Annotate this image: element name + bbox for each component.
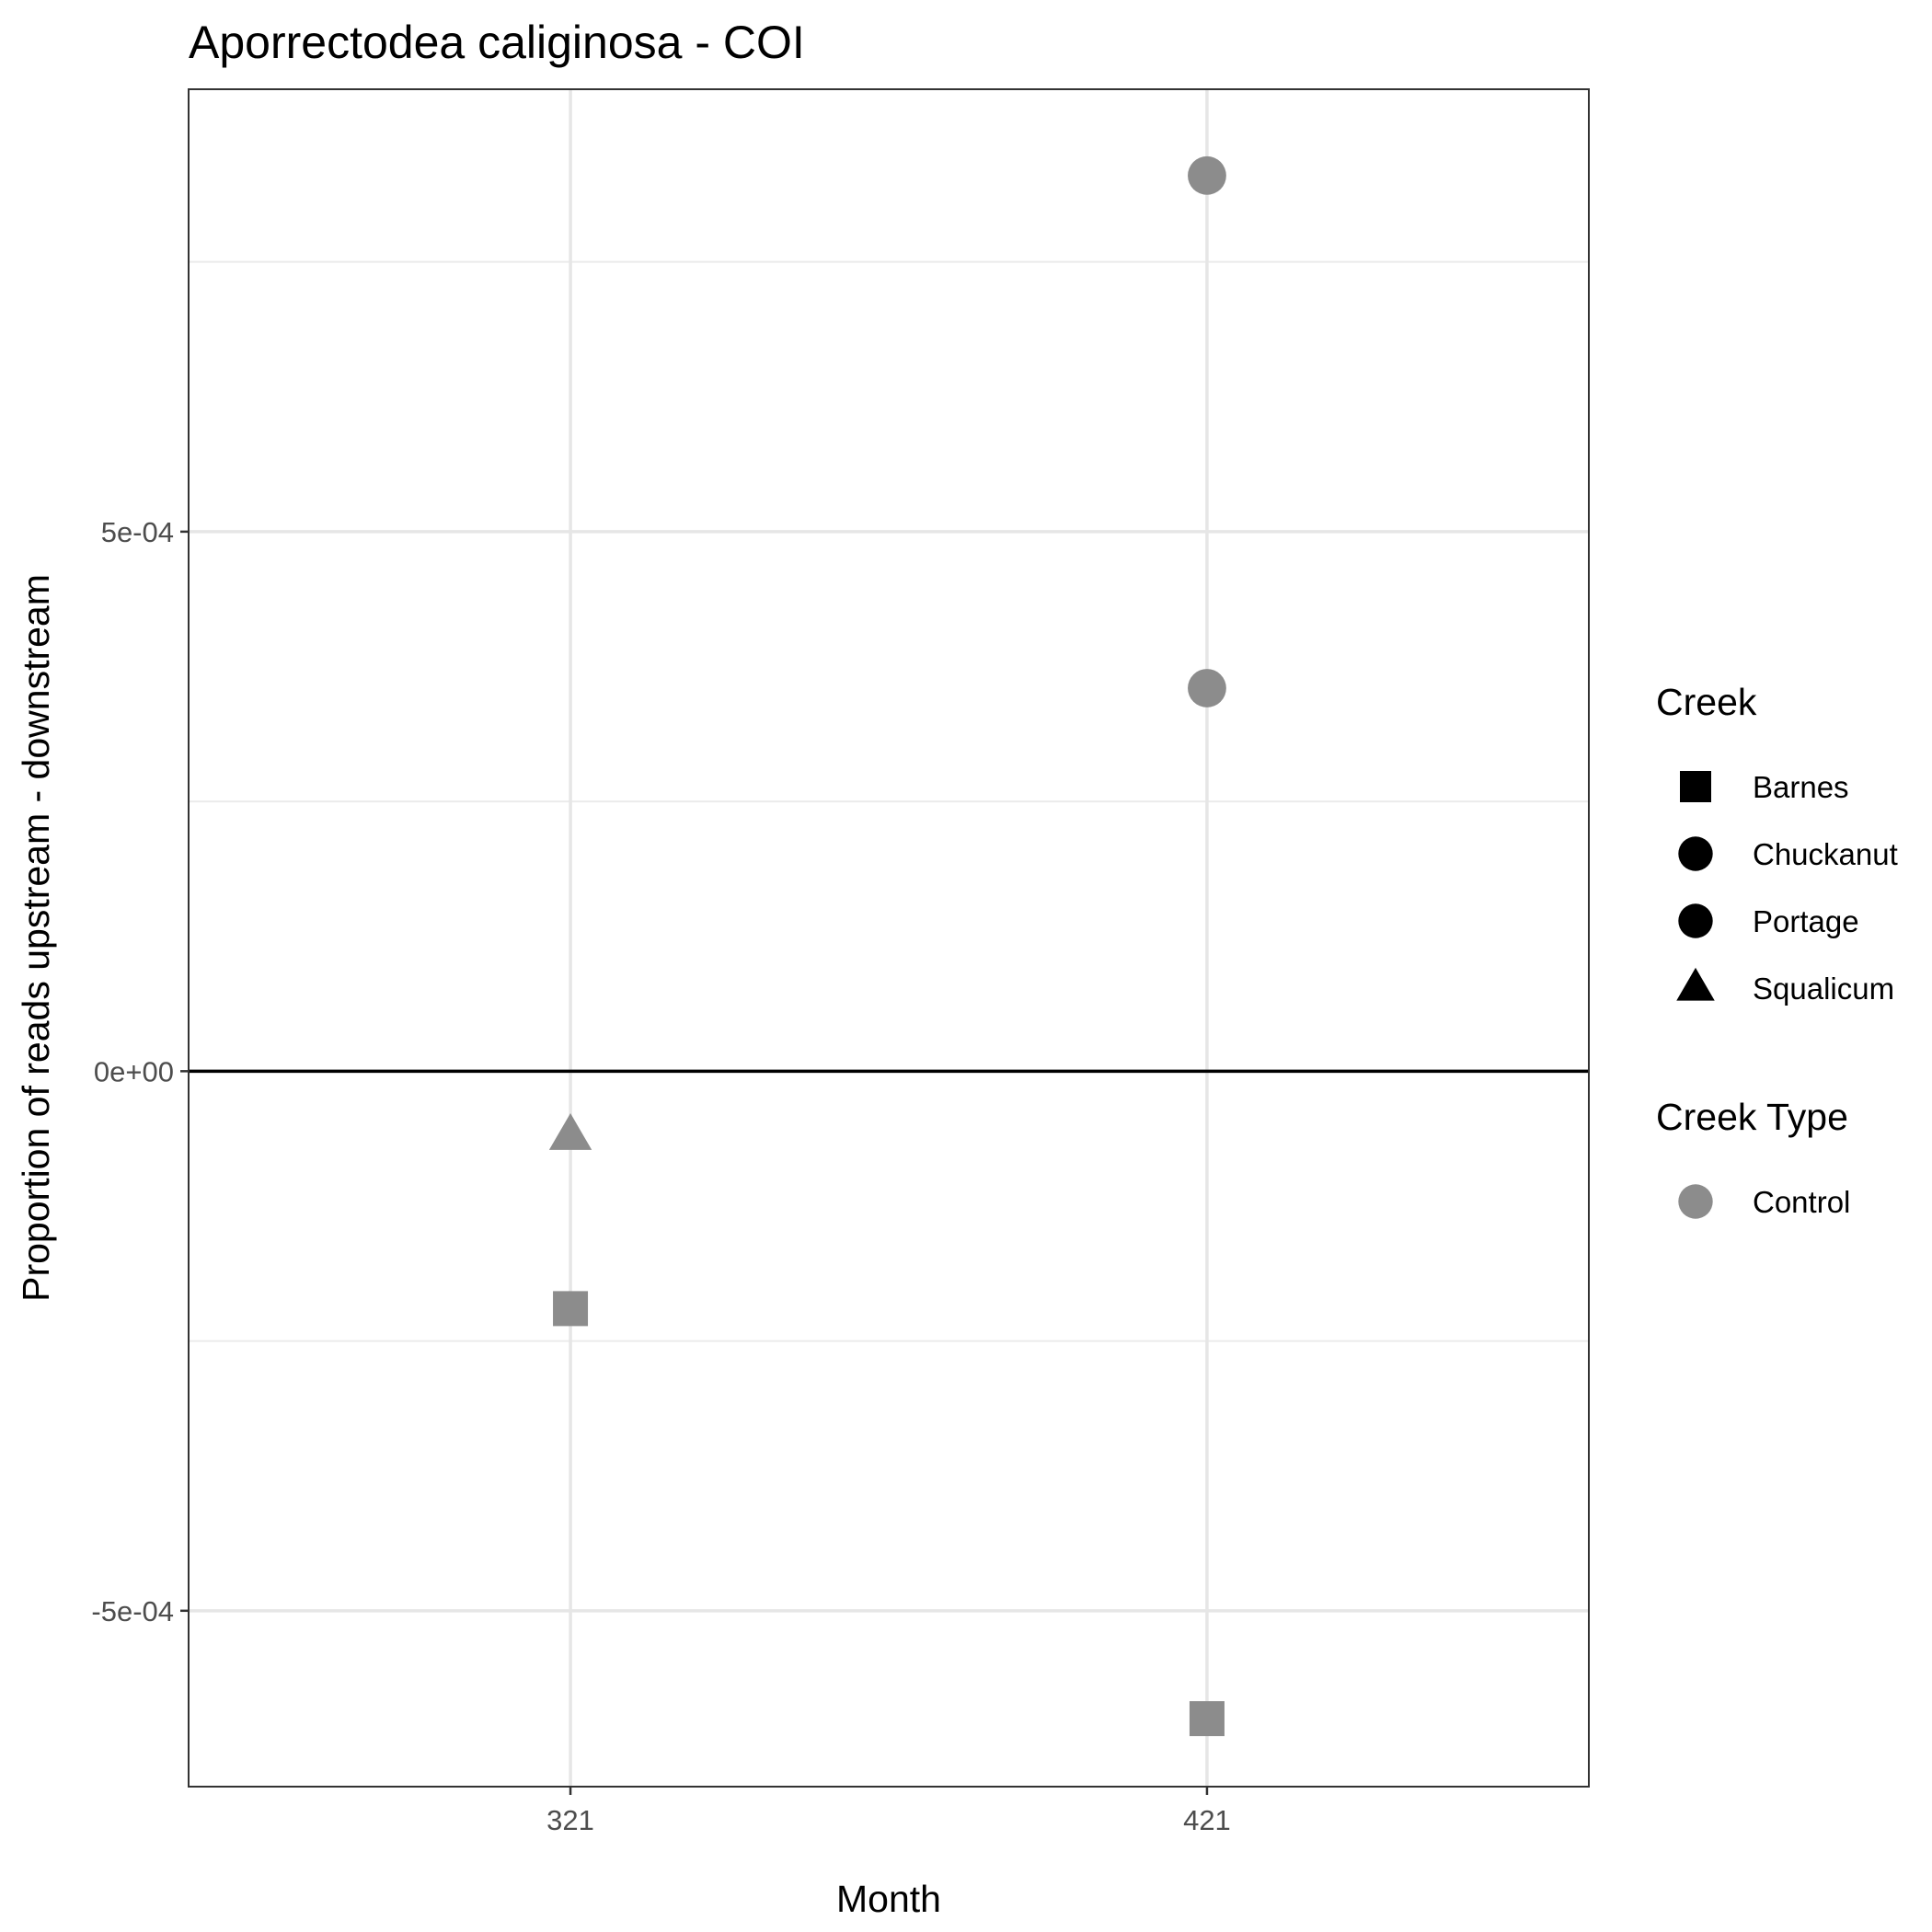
y-axis-title: Proportion of reads upstream - downstrea…	[15, 574, 57, 1302]
y-tick-label: 0e+00	[94, 1055, 174, 1087]
data-point-barnes	[1189, 1701, 1225, 1737]
axis-ticks: 5e-04 0e+00 -5e-04 321 421	[91, 516, 1230, 1836]
y-tick-label: -5e-04	[91, 1595, 174, 1627]
legend-title: Creek Type	[1656, 1096, 1848, 1138]
x-axis-title: Month	[836, 1878, 941, 1920]
x-tick-label: 421	[1183, 1804, 1231, 1836]
legend-key-portage	[1678, 903, 1713, 938]
legend-key-barnes	[1680, 771, 1711, 802]
legend-key-chuckanut	[1678, 836, 1713, 871]
legend: Creek Barnes Chuckanut Portage Squalicum Cree…	[1656, 681, 1898, 1219]
legend-key-squalicum	[1676, 967, 1715, 1001]
legend-item-label: Control	[1753, 1185, 1850, 1219]
legend-item-label: Barnes	[1753, 770, 1849, 804]
data-point-barnes	[553, 1291, 589, 1327]
y-tick-label: 5e-04	[101, 516, 174, 548]
chart-title: Aporrectodea caliginosa - COI	[189, 17, 805, 68]
legend-title: Creek	[1656, 681, 1757, 723]
plot-panel-border	[188, 88, 1590, 1788]
data-point-portage	[1188, 669, 1226, 707]
legend-item-label: Chuckanut	[1753, 837, 1898, 871]
data-point-squalicum	[548, 1112, 592, 1150]
legend-item-label: Portage	[1753, 904, 1859, 938]
legend-key-control	[1678, 1184, 1713, 1219]
data-point-chuckanut	[1188, 155, 1226, 195]
x-tick-label: 321	[546, 1804, 594, 1836]
data-points	[548, 155, 1226, 1737]
legend-item-label: Squalicum	[1753, 972, 1894, 1006]
